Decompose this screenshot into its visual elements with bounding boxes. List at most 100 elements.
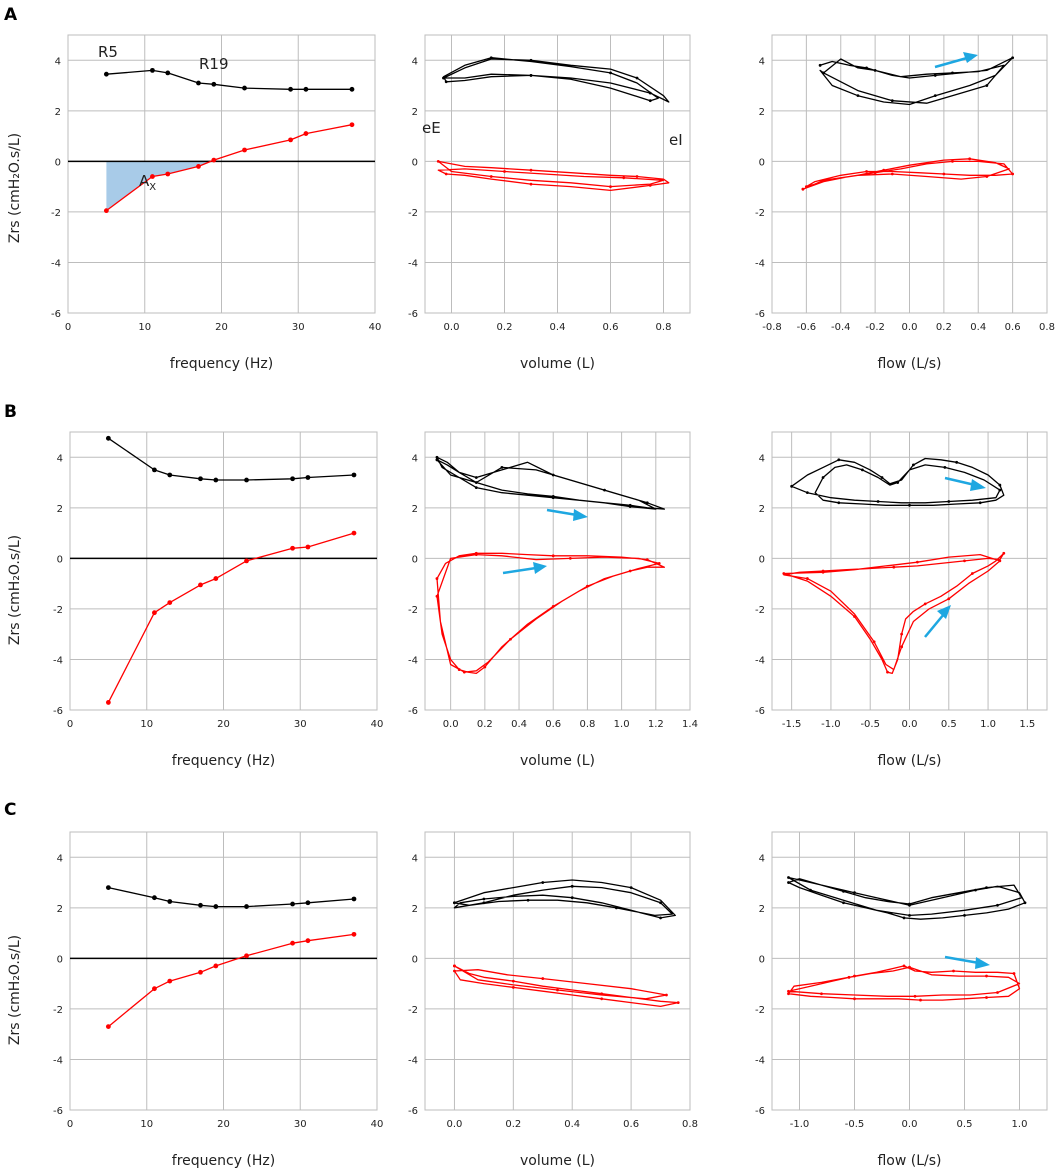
data-point-rrs — [790, 484, 794, 488]
y-axis-label-a: Zrs (cmH₂O.s/L) — [7, 133, 23, 243]
series-line-rrs — [436, 456, 666, 510]
y-tick-label: -2 — [408, 1005, 418, 1016]
data-point-rrs — [659, 901, 662, 905]
y-tick-label: 2 — [57, 904, 63, 915]
data-point-rrs — [659, 916, 662, 920]
data-point-rrs — [998, 483, 1002, 487]
data-point-xrs — [609, 185, 612, 189]
row-label-c: C — [4, 800, 16, 820]
data-point-xrs — [665, 993, 668, 997]
x-tick-label: 40 — [371, 1119, 384, 1130]
data-point-xrs — [1002, 551, 1006, 555]
data-point-rrs — [629, 886, 633, 889]
data-point-xrs — [902, 964, 906, 968]
data-point-rrs — [529, 74, 533, 77]
data-point-xrs — [676, 1001, 680, 1004]
data-point-xrs — [853, 615, 856, 618]
data-point-rrs — [196, 80, 201, 86]
x-tick-label: 1.4 — [682, 719, 698, 730]
data-point-rrs — [951, 71, 954, 75]
series-line-xrs — [437, 160, 670, 192]
data-point-xrs — [821, 570, 825, 574]
x-tick-label: 40 — [369, 322, 382, 333]
data-point-rrs — [865, 66, 868, 70]
x-tick-label: 0.6 — [603, 322, 619, 333]
data-point-xrs — [657, 562, 661, 565]
data-point-xrs — [167, 978, 173, 984]
x-axis-label: flow (L/s) — [877, 1153, 941, 1169]
data-point-rrs — [167, 472, 173, 478]
data-point-xrs — [556, 988, 559, 992]
data-point-xrs — [474, 553, 478, 556]
data-point-xrs — [511, 979, 515, 983]
data-point-xrs — [872, 640, 876, 644]
annotation-r5: R5 — [98, 43, 118, 61]
x-tick-label: -0.2 — [865, 322, 885, 333]
data-point-xrs — [196, 164, 201, 169]
data-point-xrs — [915, 560, 919, 564]
x-axis-label: flow (L/s) — [877, 356, 941, 372]
y-tick-label: 4 — [412, 453, 418, 464]
x-tick-label: 0.2 — [497, 322, 513, 333]
chart-B-flow: -6 -4 -2 0 2 4 -1.5 -1.0 -0.5 0.0 0.5 1.0 1.5 flow (L… — [755, 431, 1048, 769]
y-tick-label: 2 — [412, 107, 418, 118]
series-line-rrs — [787, 876, 1026, 920]
x-tick-label: 0.4 — [970, 322, 986, 333]
y-tick-label: 4 — [759, 56, 765, 67]
data-point-xrs — [1011, 172, 1015, 176]
data-point-xrs — [435, 594, 439, 598]
data-point-rrs — [614, 906, 618, 910]
data-point-rrs — [213, 477, 219, 483]
data-point-rrs — [105, 435, 111, 441]
data-point-xrs — [103, 208, 109, 214]
x-tick-label: 0.8 — [656, 322, 672, 333]
y-tick-label: -2 — [51, 208, 61, 219]
y-tick-label: 2 — [412, 504, 418, 515]
y-tick-label: -4 — [755, 258, 765, 269]
data-point-xrs — [503, 170, 506, 173]
data-point-xrs — [998, 559, 1002, 563]
data-point-rrs — [787, 881, 790, 884]
series-line-xrs — [783, 552, 1005, 675]
series-line-xrs — [107, 933, 355, 1028]
data-point-xrs — [853, 997, 856, 1001]
data-point-xrs — [782, 572, 786, 575]
x-tick-label: 0.5 — [957, 1119, 973, 1130]
data-point-rrs — [890, 99, 894, 103]
x-axis-label: volume (L) — [520, 753, 595, 769]
x-tick-label: 0.2 — [936, 322, 952, 333]
data-point-rrs — [908, 902, 911, 906]
y-tick-label: -6 — [51, 309, 61, 320]
data-point-xrs — [886, 670, 889, 674]
data-point-rrs — [837, 458, 841, 462]
data-point-xrs — [489, 175, 493, 178]
data-point-rrs — [444, 80, 448, 84]
data-point-rrs — [912, 463, 915, 467]
series-line-xrs — [453, 965, 679, 1008]
y-tick-label: -6 — [755, 706, 765, 717]
data-point-rrs — [933, 74, 937, 77]
data-point-rrs — [856, 94, 860, 98]
y-tick-label: 0 — [412, 157, 418, 168]
y-tick-label: -6 — [755, 1106, 765, 1117]
data-point-xrs — [105, 700, 111, 705]
data-point-rrs — [998, 488, 1002, 492]
data-point-rrs — [435, 458, 439, 462]
data-point-rrs — [787, 876, 790, 879]
x-tick-label: -1.5 — [782, 719, 802, 730]
data-point-rrs — [198, 902, 203, 908]
x-tick-label: -0.4 — [831, 322, 851, 333]
data-point-rrs — [805, 491, 809, 495]
data-point-rrs — [290, 901, 295, 907]
data-point-xrs — [865, 170, 868, 173]
data-point-xrs — [551, 554, 555, 558]
data-point-xrs — [167, 600, 173, 605]
data-point-rrs — [152, 467, 157, 473]
data-point-rrs — [453, 901, 456, 905]
data-point-rrs — [1011, 56, 1015, 60]
x-tick-label: -0.5 — [845, 1119, 865, 1130]
data-point-rrs — [963, 914, 966, 917]
data-point-xrs — [645, 558, 649, 562]
data-point-xrs — [152, 610, 157, 616]
